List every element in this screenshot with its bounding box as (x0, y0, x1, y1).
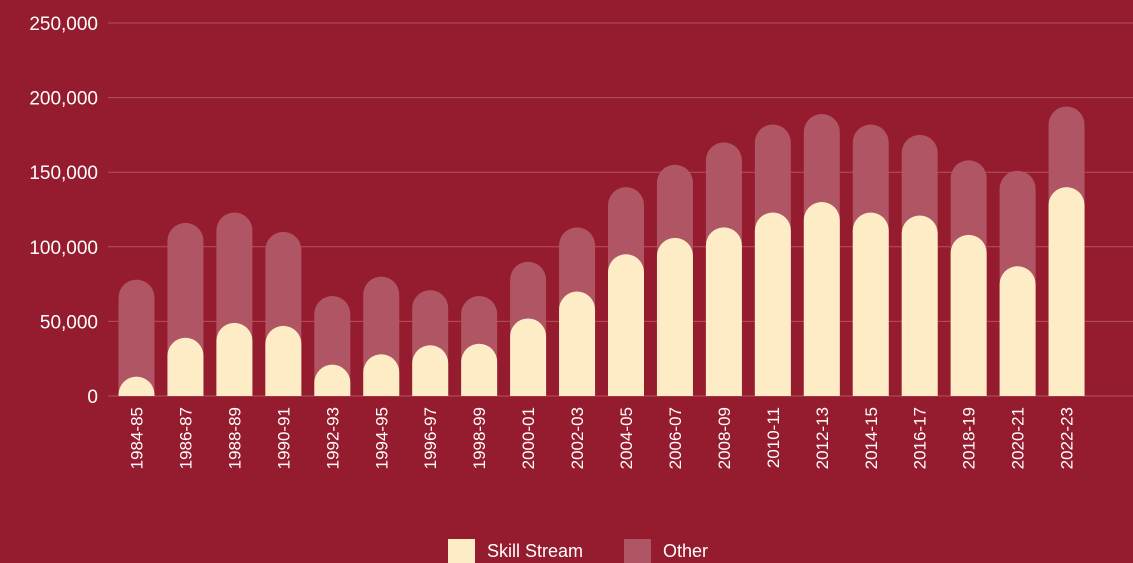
x-tick-label: 1994-95 (372, 407, 391, 469)
legend-label-skill-stream: Skill Stream (487, 541, 583, 561)
bar-skill-stream (901, 215, 938, 396)
x-tick-label: 2014-15 (862, 407, 881, 469)
x-tick-label: 2008-09 (715, 407, 734, 469)
legend-label-other: Other (663, 541, 708, 561)
bar-skill-stream (216, 322, 253, 396)
y-tick-label: 250,000 (29, 14, 98, 35)
x-tick-label: 2020-21 (1009, 407, 1028, 469)
x-axis-ticks: 1984-85 1986-87 1988-89 1990-91 1992-93 1994-… (128, 407, 1077, 469)
y-tick-label: 150,000 (29, 163, 98, 184)
x-tick-label: 1996-97 (421, 407, 440, 469)
y-tick-label: 0 (87, 387, 98, 408)
bar-skill-stream (559, 291, 596, 396)
x-tick-label: 2002-03 (568, 407, 587, 469)
x-tick-label: 1992-93 (323, 407, 342, 469)
legend: Skill Stream Other (448, 539, 708, 563)
x-tick-label: 1998-99 (470, 407, 489, 469)
y-tick-label: 200,000 (29, 89, 98, 110)
bar-skill-stream (265, 325, 302, 396)
other-series-bars (118, 106, 1085, 396)
bar-other (118, 279, 155, 396)
bar-skill-stream (608, 254, 644, 396)
bar-skill-stream (754, 212, 791, 396)
x-tick-label: 2004-05 (617, 407, 636, 469)
y-tick-label: 50,000 (40, 312, 98, 333)
bar-skill-stream (363, 354, 400, 396)
bar-skill-stream (705, 227, 742, 396)
bar-skill-stream (950, 234, 987, 396)
x-tick-label: 2012-13 (813, 407, 832, 469)
legend-swatch-skill-stream (448, 539, 475, 563)
bar-skill-stream (803, 202, 840, 396)
bar-skill-stream (314, 364, 351, 396)
bar-skill-stream (118, 376, 155, 396)
x-tick-label: 1986-87 (176, 407, 195, 469)
x-tick-label: 2000-01 (519, 407, 538, 469)
skill-stream-series-bars (118, 187, 1085, 396)
bar-skill-stream (852, 212, 889, 396)
x-tick-label: 1984-85 (128, 407, 147, 469)
bar-skill-stream (1048, 187, 1085, 396)
bar-skill-stream (510, 318, 547, 396)
bar-skill-stream (656, 237, 693, 396)
x-tick-label: 2022-23 (1058, 407, 1077, 469)
bar-skill-stream (167, 337, 204, 396)
y-tick-label: 100,000 (29, 238, 98, 259)
bar-skill-stream (999, 266, 1036, 396)
y-axis-ticks: 0 50,000 100,000 150,000 200,000 250,000 (29, 14, 98, 408)
x-tick-label: 1990-91 (274, 407, 293, 469)
x-tick-label: 2010-11 (764, 407, 783, 468)
x-tick-label: 2006-07 (666, 407, 685, 469)
bar-skill-stream (461, 343, 498, 396)
x-tick-label: 2016-17 (911, 407, 930, 469)
x-tick-label: 2018-19 (960, 407, 979, 469)
x-tick-label: 1988-89 (225, 407, 244, 469)
legend-swatch-other (624, 539, 651, 563)
bar-skill-stream (412, 345, 449, 396)
